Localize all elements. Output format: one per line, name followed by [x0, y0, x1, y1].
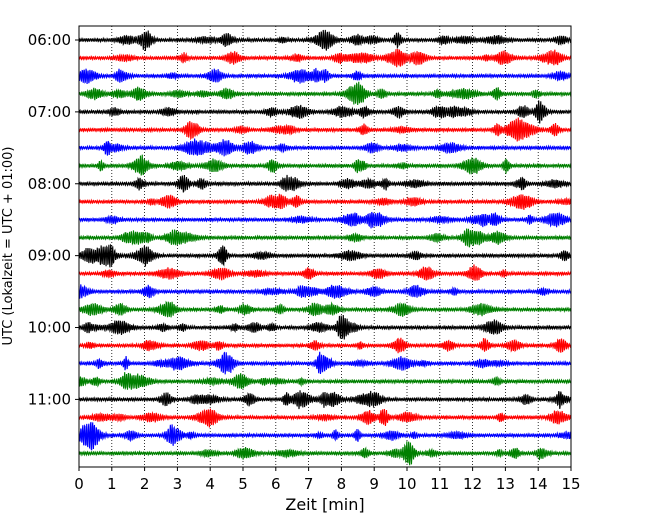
trace-18 — [78, 337, 572, 354]
x-tick-label-11: 11 — [430, 475, 449, 493]
trace-8 — [78, 154, 572, 176]
x-tick-label-10: 10 — [397, 475, 416, 493]
y-tick-label-08:00: 08:00 — [28, 175, 71, 193]
trace-7 — [78, 138, 572, 157]
x-tick-label-13: 13 — [496, 475, 515, 493]
trace-16 — [78, 300, 572, 318]
trace-9 — [78, 174, 572, 193]
trace-24 — [78, 441, 572, 466]
trace-10 — [78, 193, 572, 210]
trace-3 — [78, 67, 572, 84]
trace-17 — [78, 314, 572, 340]
trace-11 — [78, 211, 572, 229]
trace-13 — [78, 243, 572, 268]
x-tick-label-7: 7 — [304, 475, 314, 493]
trace-23 — [78, 421, 572, 451]
x-tick-label-2: 2 — [140, 475, 150, 493]
trace-22 — [78, 408, 572, 428]
trace-19 — [78, 351, 572, 375]
y-axis-ticks: 06:00 07:00 08:00 09:00 10:00 11:00 — [28, 31, 79, 408]
plot-area-frame — [78, 25, 572, 468]
y-axis-label: UTC (Lokalzeit = UTC + 01:00) — [1, 147, 16, 346]
trace-4 — [78, 81, 572, 106]
x-tick-label-0: 0 — [74, 475, 84, 493]
trace-12 — [78, 228, 572, 248]
x-tick-label-9: 9 — [369, 475, 379, 493]
y-tick-label-11:00: 11:00 — [28, 390, 71, 408]
y-tick-label-10:00: 10:00 — [28, 319, 71, 337]
x-tick-label-8: 8 — [337, 475, 347, 493]
x-axis-label: Zeit [min] — [285, 495, 364, 514]
seismogram-traces — [78, 29, 572, 466]
x-tick-label-14: 14 — [529, 475, 548, 493]
x-tick-label-15: 15 — [561, 475, 580, 493]
x-tick-label-4: 4 — [205, 475, 215, 493]
trace-1 — [78, 29, 572, 52]
trace-21 — [78, 390, 572, 410]
trace-6 — [78, 117, 572, 142]
x-tick-label-1: 1 — [107, 475, 117, 493]
x-tick-label-6: 6 — [271, 475, 281, 493]
x-tick-label-3: 3 — [173, 475, 183, 493]
trace-20 — [78, 372, 572, 391]
y-tick-label-09:00: 09:00 — [28, 247, 71, 265]
trace-14 — [78, 264, 572, 281]
y-tick-label-06:00: 06:00 — [28, 31, 71, 49]
x-axis-ticks: 0 1 2 3 4 5 6 7 8 9 10 11 12 13 14 15 — [74, 467, 581, 493]
y-tick-label-07:00: 07:00 — [28, 103, 71, 121]
trace-5 — [78, 100, 572, 124]
x-tick-label-12: 12 — [463, 475, 482, 493]
x-tick-label-5: 5 — [238, 475, 248, 493]
trace-2 — [78, 48, 572, 68]
trace-15 — [78, 284, 572, 299]
